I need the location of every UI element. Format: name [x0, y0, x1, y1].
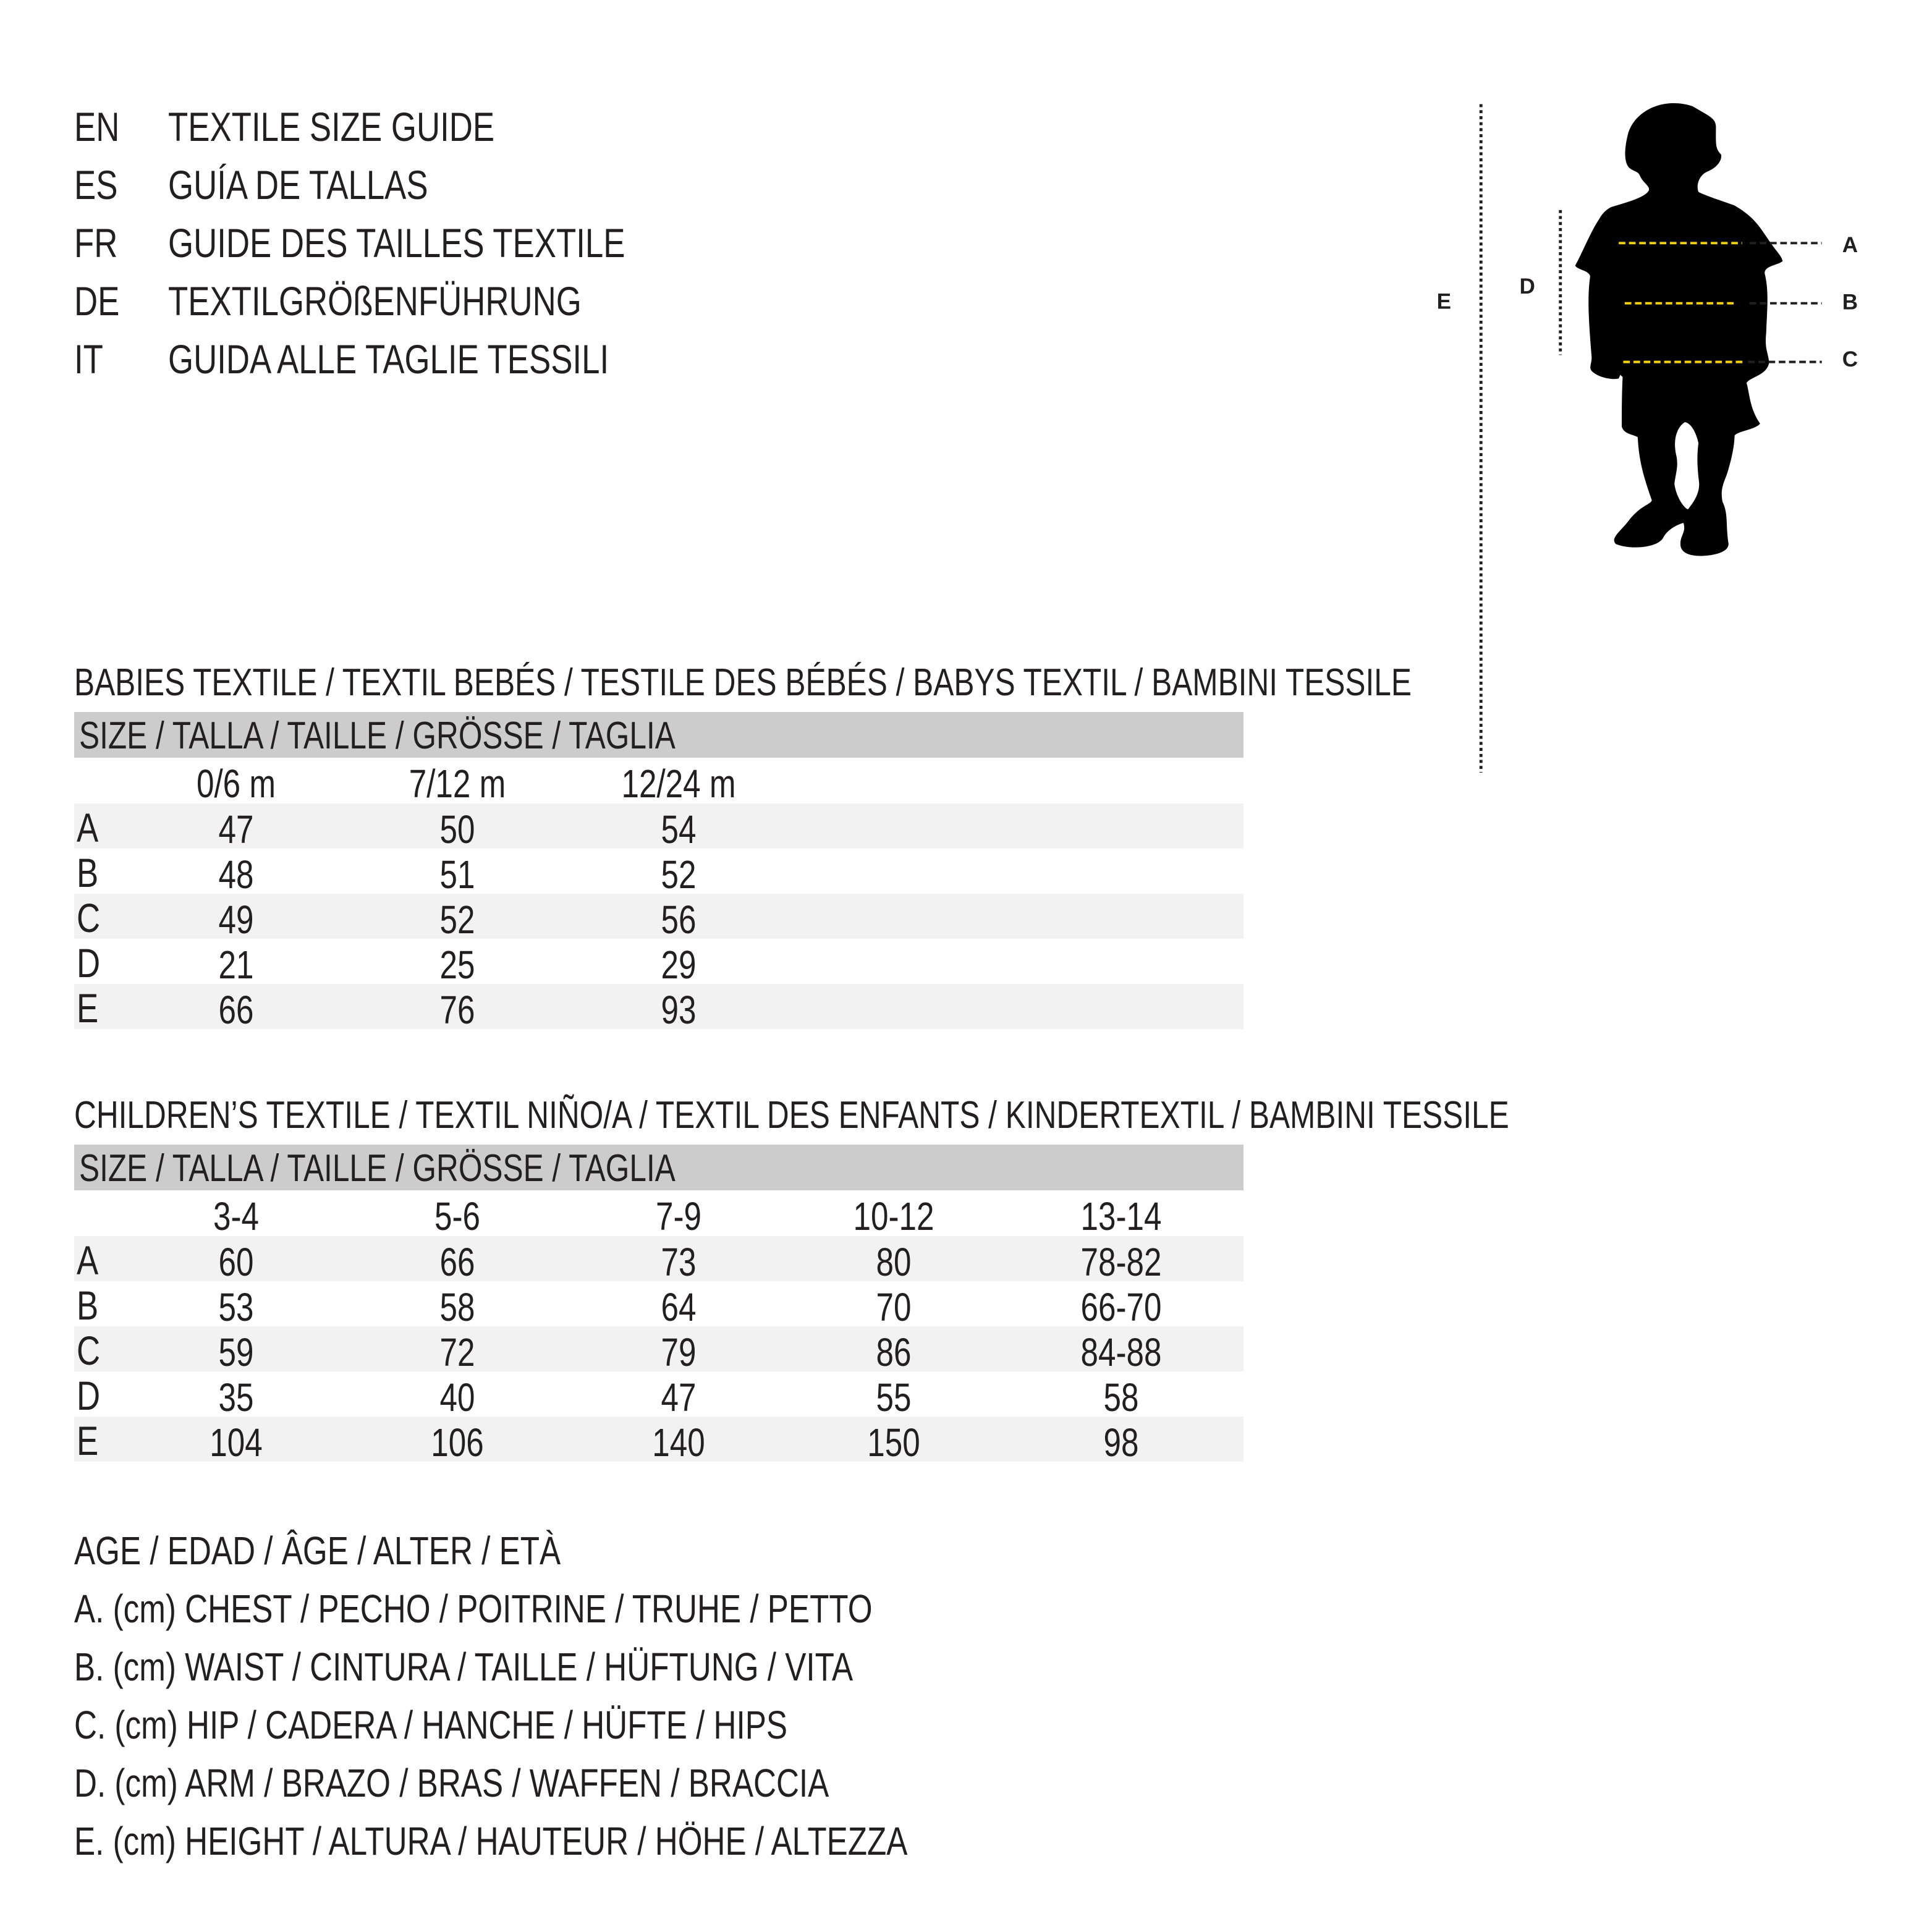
table-cell: 55	[876, 1375, 912, 1420]
row-label: B	[77, 1282, 99, 1328]
row-background	[74, 803, 1244, 849]
legend-item: AGE / EDAD / ÂGE / ALTER / ETÀ	[74, 1528, 561, 1573]
table-cell: 150	[867, 1420, 920, 1465]
table-cell: 66-70	[1080, 1285, 1162, 1329]
legend-item: B. (cm) WAIST / CINTURA / TAILLE / HÜFTU…	[74, 1645, 854, 1689]
table-cell: 140	[652, 1420, 705, 1465]
table-cell: 64	[661, 1285, 697, 1329]
table-cell: 29	[661, 943, 697, 987]
column-header: 0/6 m	[196, 761, 276, 806]
size-header: SIZE / TALLA / TAILLE / GRÖSSE / TAGLIA	[79, 714, 676, 757]
column-header: 7/12 m	[409, 761, 506, 806]
table-cell: 52	[439, 897, 475, 942]
table-cell: 56	[661, 897, 697, 942]
column-header: 13-14	[1080, 1194, 1162, 1239]
row-label: A	[77, 1237, 99, 1283]
table-cell: 47	[218, 807, 254, 852]
language-code: ES	[74, 162, 118, 208]
column-header: 7-9	[656, 1194, 701, 1239]
table-cell: 49	[218, 897, 254, 942]
guide-title: GUIDE DES TAILLES TEXTILE	[168, 220, 625, 266]
table-cell: 40	[439, 1375, 475, 1420]
size-header-bar	[74, 712, 1244, 758]
table-cell: 59	[218, 1330, 254, 1375]
table-cell: 52	[661, 852, 697, 897]
size-header: SIZE / TALLA / TAILLE / GRÖSSE / TAGLIA	[79, 1147, 676, 1190]
table-cell: 106	[431, 1420, 484, 1465]
table-cell: 72	[439, 1330, 475, 1375]
label-b: B	[1842, 290, 1858, 314]
legend-item: A. (cm) CHEST / PECHO / POITRINE / TRUHE…	[74, 1587, 873, 1631]
row-background	[74, 894, 1244, 939]
table-cell: 78-82	[1080, 1240, 1162, 1284]
table-cell: 54	[661, 807, 697, 852]
table-cell: 76	[439, 988, 475, 1032]
label-d: D	[1520, 274, 1535, 299]
column-header: 3-4	[213, 1194, 259, 1239]
language-code: EN	[74, 104, 120, 150]
column-header: 12/24 m	[621, 761, 736, 806]
table-cell: 58	[1103, 1375, 1139, 1420]
table-cell: 73	[661, 1240, 697, 1284]
language-code: IT	[74, 336, 103, 382]
legend-item: C. (cm) HIP / CADERA / HANCHE / HÜFTE / …	[74, 1703, 788, 1747]
row-label: B	[77, 850, 99, 896]
table-cell: 58	[439, 1285, 475, 1329]
section-title: CHILDREN’S TEXTILE / TEXTIL NIÑO/A / TEX…	[74, 1094, 1509, 1137]
label-a: A	[1842, 233, 1858, 257]
table-cell: 80	[876, 1240, 912, 1284]
legend-item: D. (cm) ARM / BRAZO / BRAS / WAFFEN / BR…	[74, 1761, 829, 1805]
row-background	[74, 1326, 1244, 1371]
row-label: C	[77, 895, 101, 941]
row-background	[74, 1236, 1244, 1281]
table-cell: 53	[218, 1285, 254, 1329]
table-cell: 50	[439, 807, 475, 852]
guide-title: GUIDA ALLE TAGLIE TESSILI	[168, 336, 609, 382]
table-cell: 25	[439, 943, 475, 987]
column-header: 5-6	[434, 1194, 480, 1239]
row-background	[74, 984, 1244, 1029]
guide-title: GUÍA DE TALLAS	[168, 162, 428, 208]
table-cell: 35	[218, 1375, 254, 1420]
table-cell: 86	[876, 1330, 912, 1375]
table-cell: 70	[876, 1285, 912, 1329]
table-cell: 84-88	[1080, 1330, 1162, 1375]
size-header-bar	[74, 1145, 1244, 1190]
row-label: C	[77, 1328, 101, 1373]
table-cell: 21	[218, 943, 254, 987]
guide-title: TEXTILGRÖßENFÜHRUNG	[168, 278, 582, 324]
table-cell: 104	[210, 1420, 263, 1465]
table-cell: 93	[661, 988, 697, 1032]
row-label: A	[77, 805, 99, 850]
guide-title: TEXTILE SIZE GUIDE	[168, 104, 495, 150]
label-c: C	[1842, 347, 1858, 371]
table-cell: 60	[218, 1240, 254, 1284]
row-background	[74, 1417, 1244, 1462]
table-cell: 51	[439, 852, 475, 897]
legend-item: E. (cm) HEIGHT / ALTURA / HAUTEUR / HÖHE…	[74, 1819, 908, 1863]
row-label: E	[77, 1418, 99, 1464]
language-code: DE	[74, 278, 120, 324]
table-cell: 66	[218, 988, 254, 1032]
column-header: 10-12	[853, 1194, 934, 1239]
table-cell: 98	[1103, 1420, 1139, 1465]
row-label: E	[77, 985, 99, 1031]
row-label: D	[77, 940, 101, 986]
language-code: FR	[74, 220, 118, 266]
table-cell: 48	[218, 852, 254, 897]
table-cell: 79	[661, 1330, 697, 1375]
table-cell: 47	[661, 1375, 697, 1420]
section-title: BABIES TEXTILE / TEXTIL BEBÉS / TESTILE …	[74, 661, 1412, 704]
child-silhouette-icon	[1575, 103, 1783, 556]
child-measurement-figure: E D A B C	[1437, 103, 1858, 773]
row-label: D	[77, 1373, 101, 1418]
table-cell: 66	[439, 1240, 475, 1284]
label-e: E	[1437, 289, 1451, 313]
